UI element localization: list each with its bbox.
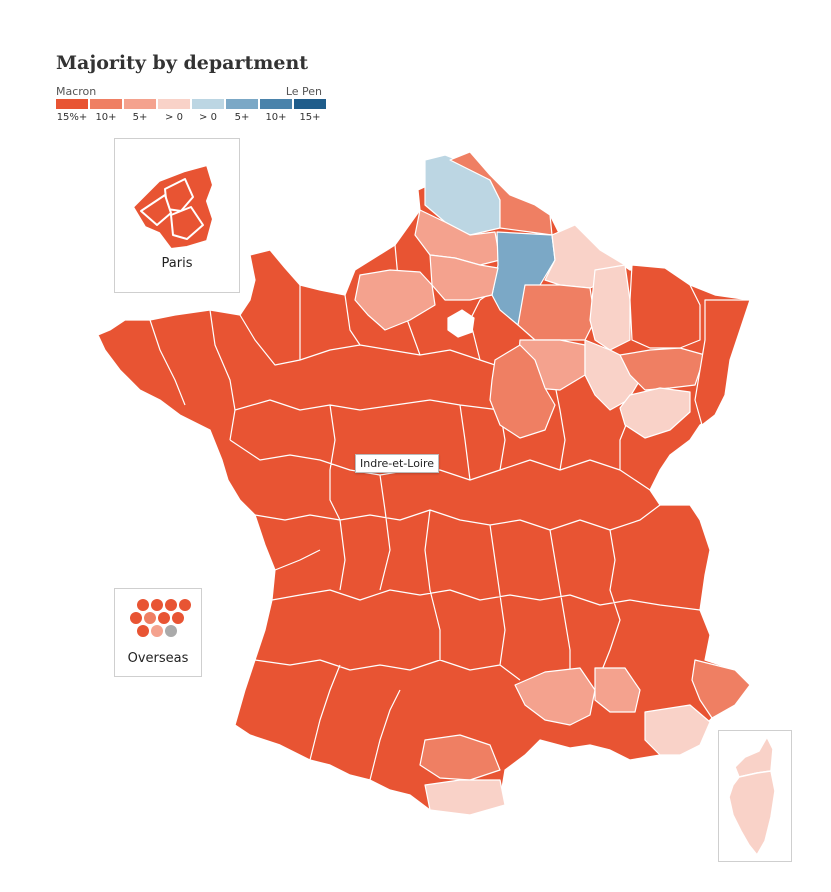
legend-swatch xyxy=(124,99,156,109)
department-eure[interactable] xyxy=(354,269,436,331)
overseas-department[interactable] xyxy=(137,625,149,637)
overseas-department[interactable] xyxy=(172,612,184,624)
department-meuse[interactable] xyxy=(589,264,631,351)
legend-swatch xyxy=(226,99,258,109)
map-title: Majority by department xyxy=(56,52,309,74)
legend-swatch xyxy=(158,99,190,109)
overseas-department[interactable] xyxy=(151,599,163,611)
overseas-department[interactable] xyxy=(130,612,142,624)
legend-item: 10+ xyxy=(260,99,292,123)
legend-swatch xyxy=(192,99,224,109)
department-haute-saone[interactable] xyxy=(619,387,691,439)
paris-department[interactable] xyxy=(140,194,172,226)
legend-item: 5+ xyxy=(124,99,156,123)
legend: 15%+ 10+ 5+ > 0 > 0 5+ 10+ 15+ xyxy=(56,99,326,123)
legend-label: 5+ xyxy=(132,112,148,123)
legend-item: > 0 xyxy=(158,99,190,123)
corsica-map xyxy=(728,736,776,856)
overseas-department[interactable] xyxy=(165,625,177,637)
paris-map xyxy=(132,164,214,250)
paris-label: Paris xyxy=(161,256,193,271)
department-vosges[interactable] xyxy=(619,347,706,391)
legend-label: 10+ xyxy=(95,112,117,123)
legend-item: 10+ xyxy=(90,99,122,123)
department-oise[interactable] xyxy=(429,254,499,301)
department-gard[interactable] xyxy=(514,667,596,726)
legend-item: 15%+ xyxy=(56,99,88,123)
legend-lepen-label: Le Pen xyxy=(285,85,322,98)
overseas-department[interactable] xyxy=(158,612,170,624)
legend-label: > 0 xyxy=(199,112,217,123)
department-marne[interactable] xyxy=(517,284,596,341)
legend-label: 10+ xyxy=(265,112,287,123)
overseas-department[interactable] xyxy=(165,599,177,611)
overseas-department[interactable] xyxy=(179,599,191,611)
corsica-department[interactable] xyxy=(728,770,776,856)
legend-item: 15+ xyxy=(294,99,326,123)
overseas-department[interactable] xyxy=(151,625,163,637)
department-bas-rhin[interactable] xyxy=(694,299,751,426)
legend-label: 5+ xyxy=(234,112,250,123)
department-somme[interactable] xyxy=(414,209,501,266)
department-alpes-maritimes[interactable] xyxy=(691,659,751,719)
legend-swatch xyxy=(90,99,122,109)
legend-swatch xyxy=(260,99,292,109)
department-var[interactable] xyxy=(644,704,711,756)
department-yonne[interactable] xyxy=(489,344,556,439)
legend-label: 15%+ xyxy=(56,112,88,123)
department-tooltip: Indre-et-Loire xyxy=(355,454,440,473)
paris-department[interactable] xyxy=(170,206,204,240)
department-nord[interactable] xyxy=(449,151,553,236)
legend-macron-label: Macron xyxy=(56,85,97,98)
department-aude[interactable] xyxy=(419,734,501,781)
department-pyrenees-orientales[interactable] xyxy=(424,779,506,816)
overseas-label: Overseas xyxy=(127,651,189,666)
legend-item: > 0 xyxy=(192,99,224,123)
legend-swatch xyxy=(56,99,88,109)
legend-label: > 0 xyxy=(165,112,183,123)
overseas-department[interactable] xyxy=(144,612,156,624)
corsica-inset[interactable] xyxy=(718,730,792,862)
legend-ends: Macron Le Pen xyxy=(56,85,322,99)
paris-inset[interactable]: Paris xyxy=(114,138,240,293)
overseas-department[interactable] xyxy=(137,599,149,611)
legend-swatch xyxy=(294,99,326,109)
overseas-inset[interactable]: Overseas xyxy=(114,588,202,677)
overseas-dots xyxy=(130,599,191,637)
legend-item: 5+ xyxy=(226,99,258,123)
department-vaucluse[interactable] xyxy=(594,667,641,713)
paris-region[interactable] xyxy=(447,309,475,338)
legend-label: 15+ xyxy=(299,112,321,123)
department-moselle[interactable] xyxy=(629,264,701,349)
